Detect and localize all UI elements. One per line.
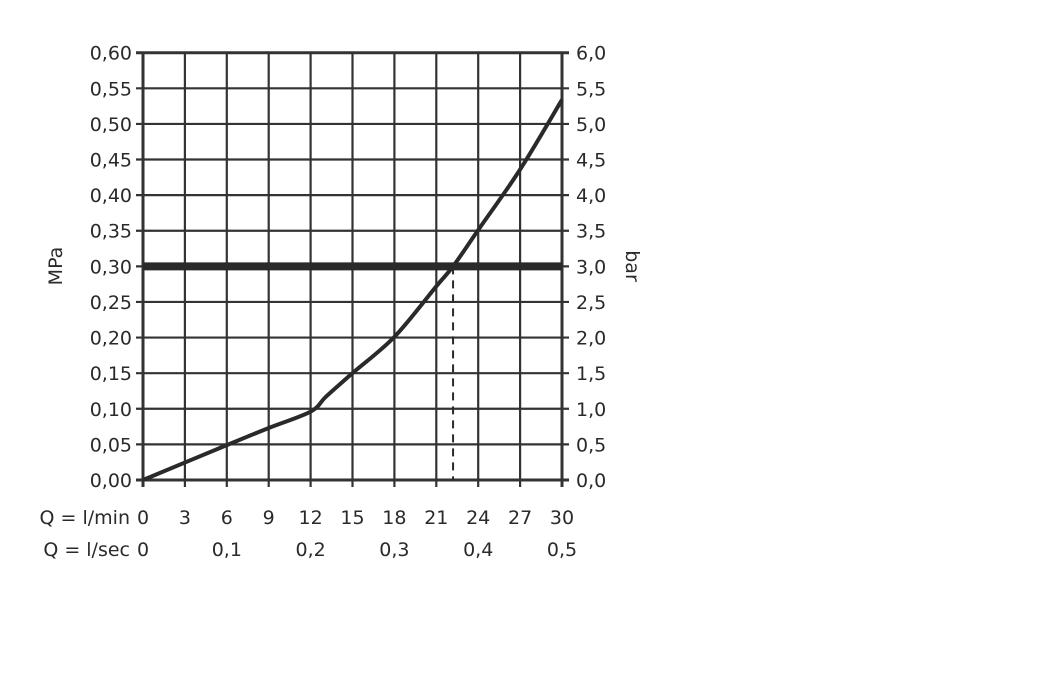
y-tick-label-right: 4,5 — [576, 150, 606, 172]
reference-lines — [143, 262, 562, 480]
y-tick-label-right: 3,0 — [576, 256, 606, 278]
y-tick-label-left: 0,40 — [90, 185, 132, 207]
y-tick-label-right: 0,5 — [576, 434, 606, 456]
x-tick-label-lmin: 27 — [508, 507, 532, 529]
x-tick-label-lmin: 21 — [424, 507, 448, 529]
x-tick-label-lsec: 0,4 — [463, 539, 493, 561]
y-tick-label-left: 0,45 — [90, 150, 132, 172]
y-tick-label-right: 2,0 — [576, 328, 606, 350]
y-tick-label-left: 0,20 — [90, 328, 132, 350]
x-tick-label-lsec: 0 — [137, 539, 149, 561]
x-tick-label-lsec: 0,2 — [295, 539, 325, 561]
y-tick-label-left: 0,15 — [90, 363, 132, 385]
y-tick-label-right: 2,5 — [576, 292, 606, 314]
y-axis-label-right: bar — [621, 250, 643, 282]
y-tick-label-left: 0,60 — [90, 43, 132, 65]
x-tick-label-lmin: 15 — [340, 507, 364, 529]
y-tick-label-left: 0,35 — [90, 221, 132, 243]
y-tick-label-right: 1,5 — [576, 363, 606, 385]
y-tick-label-left: 0,00 — [90, 470, 132, 492]
y-tick-label-right: 6,0 — [576, 43, 606, 65]
x-tick-label-lmin: 18 — [382, 507, 406, 529]
x-tick-label-lsec: 0,5 — [547, 539, 577, 561]
y-tick-label-left: 0,10 — [90, 399, 132, 421]
x-tick-label-lmin: 0 — [137, 507, 149, 529]
x-tick-label-lmin: 12 — [299, 507, 323, 529]
x-axis-label-lsec: Q = l/sec — [43, 539, 130, 561]
y-tick-label-right: 3,5 — [576, 221, 606, 243]
x-tick-label-lmin: 6 — [221, 507, 233, 529]
y-axis-label-left: MPa — [45, 247, 67, 286]
y-tick-label-right: 5,0 — [576, 114, 606, 136]
y-tick-label-left: 0,30 — [90, 256, 132, 278]
x-tick-label-lmin: 30 — [550, 507, 574, 529]
x-tick-label-lmin: 3 — [179, 507, 191, 529]
x-tick-label-lmin: 9 — [263, 507, 275, 529]
y-tick-label-left: 0,05 — [90, 434, 132, 456]
y-tick-label-right: 1,0 — [576, 399, 606, 421]
tick-labels: 0 3 6 9 12 15 18 21 24 27 30 0 0,1 0,2 0,3 0,4 0,5 0,00 0,… — [90, 43, 607, 561]
x-axis-label-lmin: Q = l/min — [40, 507, 130, 529]
x-tick-label-lsec: 0,3 — [379, 539, 409, 561]
y-tick-label-left: 0,50 — [90, 114, 132, 136]
y-tick-label-left: 0,25 — [90, 292, 132, 314]
y-tick-label-left: 0,55 — [90, 78, 132, 100]
y-tick-label-right: 0,0 — [576, 470, 606, 492]
y-tick-label-right: 4,0 — [576, 185, 606, 207]
x-tick-label-lmin: 24 — [466, 507, 490, 529]
series-line — [142, 98, 564, 482]
y-tick-label-right: 5,5 — [576, 78, 606, 100]
x-tick-label-lsec: 0,1 — [212, 539, 242, 561]
